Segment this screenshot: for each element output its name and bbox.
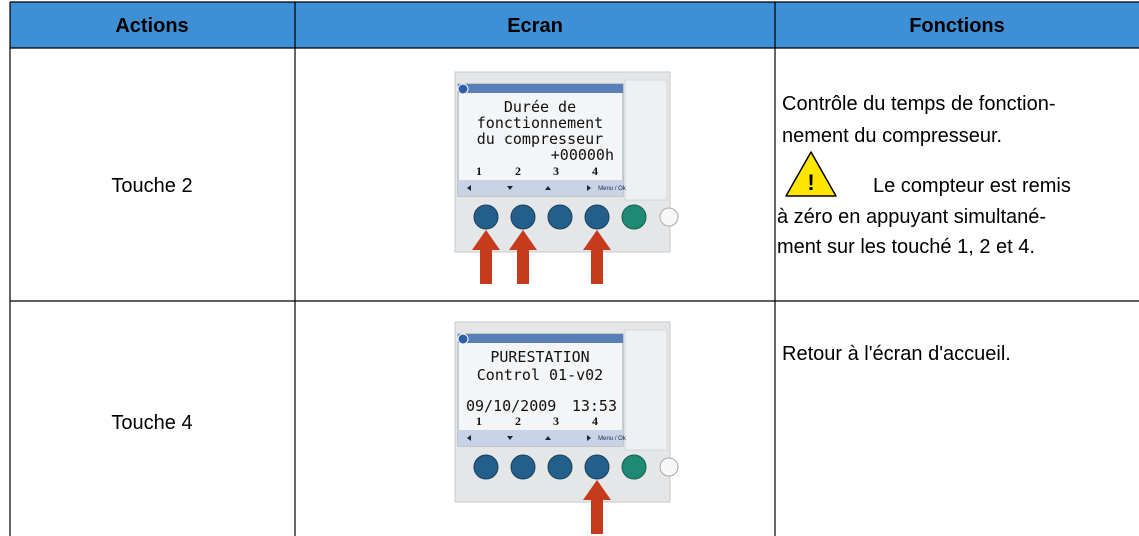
warning-text: Le compteur est remis bbox=[873, 175, 1071, 197]
screen-line: +00000h bbox=[551, 146, 614, 164]
header-cell: Ecran bbox=[507, 15, 563, 37]
key-label: 1 bbox=[476, 164, 482, 178]
button bbox=[621, 454, 647, 480]
button bbox=[510, 204, 536, 230]
red-arrow bbox=[583, 480, 611, 534]
key-strip bbox=[458, 430, 623, 446]
key-label: 3 bbox=[553, 164, 559, 178]
screen-line: Durée de bbox=[504, 98, 576, 116]
button bbox=[473, 204, 499, 230]
key-arrow bbox=[545, 436, 551, 440]
key-label: 3 bbox=[553, 414, 559, 428]
screen-line: Control 01-v02 bbox=[477, 366, 603, 384]
button bbox=[659, 207, 679, 227]
warning-text: ment sur les touché 1, 2 et 4. bbox=[777, 236, 1035, 258]
key-arrow bbox=[467, 435, 471, 441]
key-arrow bbox=[507, 186, 513, 190]
button bbox=[584, 204, 610, 230]
key-arrow bbox=[545, 186, 551, 190]
screen-line: PURESTATION bbox=[490, 348, 589, 366]
logo bbox=[457, 333, 469, 345]
button bbox=[547, 454, 573, 480]
button bbox=[510, 454, 536, 480]
key-label: 4 bbox=[592, 414, 598, 428]
screen-line: 13:53 bbox=[572, 397, 617, 415]
action: Touche 2 bbox=[111, 175, 192, 197]
header-cell: Actions bbox=[115, 15, 188, 37]
device: 1 2 3 4 Menu / Ok bbox=[454, 71, 679, 284]
key-arrow bbox=[587, 185, 591, 191]
key-arrow bbox=[587, 435, 591, 441]
screen-line: du compresseur bbox=[477, 130, 603, 148]
screen-line: fonctionnement bbox=[477, 114, 603, 132]
warning-text: à zéro en appuyant simultané- bbox=[777, 206, 1046, 228]
button bbox=[659, 457, 679, 477]
red-arrow bbox=[583, 230, 611, 284]
button bbox=[547, 204, 573, 230]
button bbox=[584, 454, 610, 480]
table-grid bbox=[9, 1, 1139, 536]
menu-label: Menu / Ok bbox=[598, 436, 627, 442]
function-text: Contrôle du temps de fonction- bbox=[782, 93, 1056, 115]
key-label: 2 bbox=[515, 414, 521, 428]
device: 1 2 3 4 Menu / Ok bbox=[454, 321, 679, 534]
logo bbox=[457, 83, 469, 95]
screen-line: 09/10/2009 bbox=[466, 397, 556, 415]
header-band bbox=[10, 2, 1139, 48]
key-strip bbox=[458, 180, 623, 196]
key-arrow bbox=[467, 185, 471, 191]
function-text: Retour à l'écran d'accueil. bbox=[782, 343, 1011, 365]
key-arrow bbox=[507, 436, 513, 440]
key-label: 4 bbox=[592, 164, 598, 178]
svg-text:!: ! bbox=[807, 170, 814, 195]
key-label: 1 bbox=[476, 414, 482, 428]
key-label: 2 bbox=[515, 164, 521, 178]
action: Touche 4 bbox=[111, 412, 192, 434]
button bbox=[621, 204, 647, 230]
red-arrow bbox=[472, 230, 500, 284]
function-text: nement du compresseur. bbox=[782, 125, 1002, 147]
menu-label: Menu / Ok bbox=[598, 186, 627, 192]
lcd-bar bbox=[458, 84, 623, 93]
header-cell: Fonctions bbox=[909, 15, 1005, 37]
lcd-bar bbox=[458, 334, 623, 343]
device-side bbox=[624, 329, 668, 451]
red-arrow bbox=[509, 230, 537, 284]
warning-icon: ! bbox=[785, 151, 837, 197]
button bbox=[473, 454, 499, 480]
lcd bbox=[457, 333, 624, 447]
device-side bbox=[624, 79, 668, 201]
